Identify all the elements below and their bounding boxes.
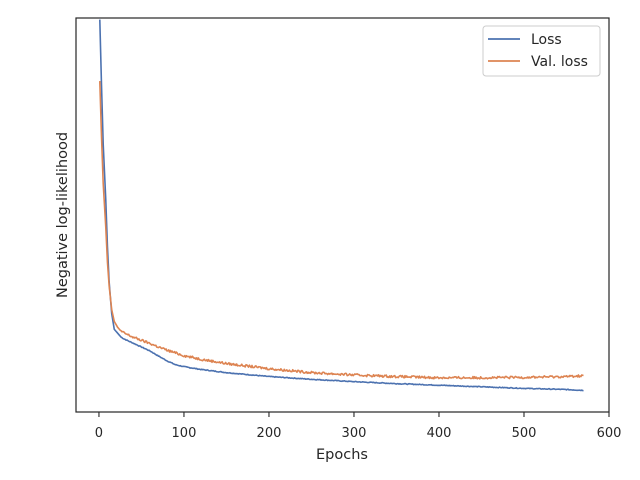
series-line-val-loss (99, 81, 584, 380)
legend-label-val-loss: Val. loss (531, 54, 588, 70)
series-line-loss (99, 19, 584, 392)
legend: Loss Val. loss (482, 25, 601, 77)
plot-frame (75, 17, 610, 413)
x-axis-ticks: 0 100 200 300 400 500 600 (95, 412, 622, 441)
x-tick-label-500: 500 (512, 426, 537, 441)
x-tick-label-400: 400 (427, 426, 452, 441)
x-axis-label: Epochs (316, 447, 368, 463)
x-tick-label-600: 600 (597, 426, 622, 441)
plot-lines (99, 19, 584, 392)
x-tick-label-200: 200 (257, 426, 282, 441)
y-axis-label: Negative log-likelihood (55, 132, 71, 298)
x-tick-label-100: 100 (172, 426, 197, 441)
x-tick-label-300: 300 (342, 426, 367, 441)
legend-label-loss: Loss (531, 32, 562, 48)
x-tick-label-0: 0 (95, 426, 103, 441)
